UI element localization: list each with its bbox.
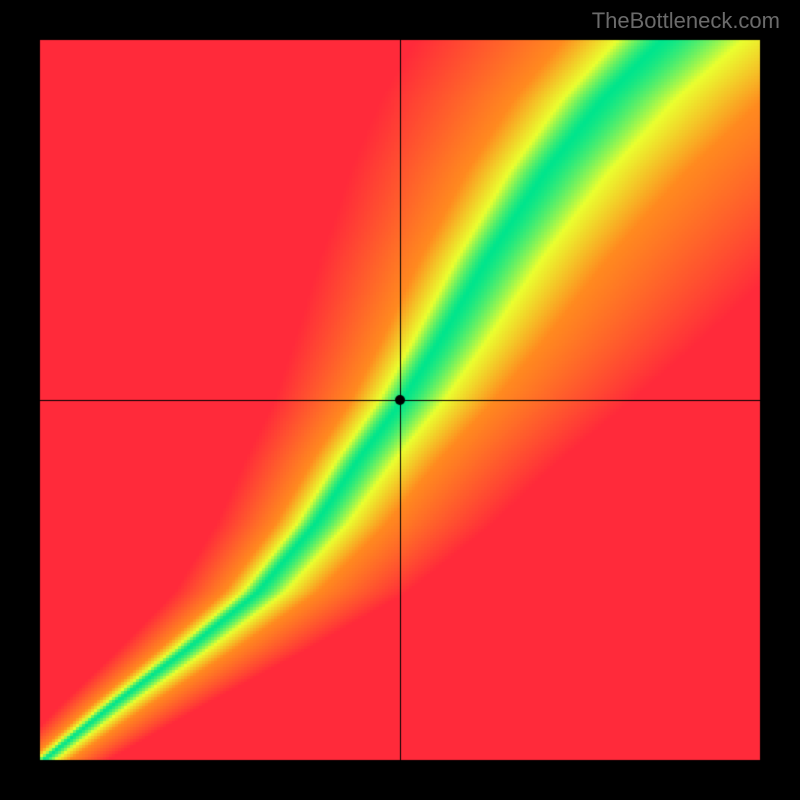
bottleneck-heatmap-chart [0,0,800,800]
watermark-text: TheBottleneck.com [592,8,780,34]
